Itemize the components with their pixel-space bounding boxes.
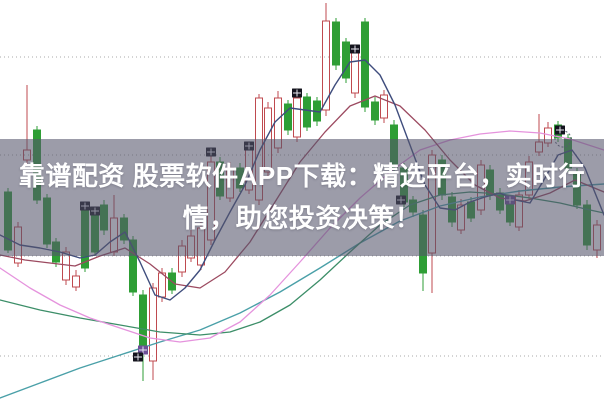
promo-text-line1: 靠谱配资 股票软件APP下载：精选平台，实时行 bbox=[18, 160, 586, 191]
promo-text-line2: 情，助您投资决策！ bbox=[182, 203, 422, 233]
promo-banner-overlay[interactable]: 靠谱配资 股票软件APP下载：精选平台，实时行 情，助您投资决策！ bbox=[0, 139, 604, 256]
